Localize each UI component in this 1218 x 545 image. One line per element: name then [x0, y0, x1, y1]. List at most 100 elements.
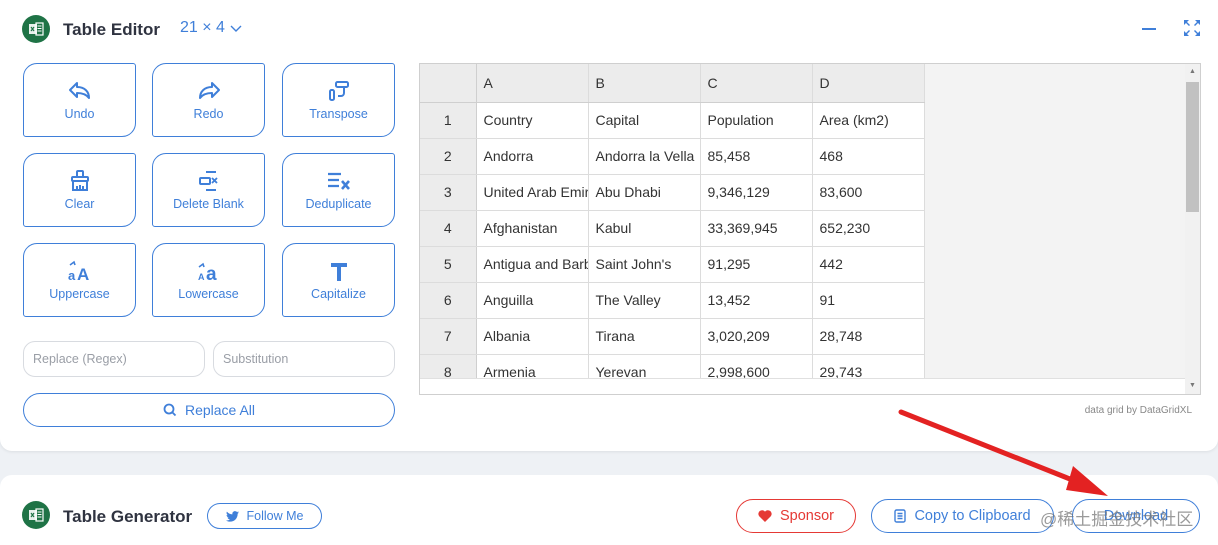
table-size-dropdown[interactable]: 21 × 4 [180, 19, 243, 37]
grid-cell[interactable]: Population [700, 102, 813, 139]
grid-cell[interactable]: 28,748 [812, 318, 925, 355]
grid-cell[interactable]: Antigua and Barbuda [476, 246, 589, 283]
transpose-button[interactable]: Transpose [282, 63, 395, 137]
delete-blank-button[interactable]: Delete Blank [152, 153, 265, 227]
table-size-label: 21 × 4 [180, 19, 225, 36]
table-row: 4 Afghanistan Kabul 33,369,945 652,230 [420, 210, 925, 247]
grid-cell[interactable]: Yerevan [588, 354, 701, 381]
follow-me-button[interactable]: Follow Me [207, 503, 322, 529]
grid-cell[interactable]: Armenia [476, 354, 589, 381]
chevron-down-icon [230, 25, 242, 32]
copy-to-clipboard-label: Copy to Clipboard [914, 508, 1031, 524]
uppercase-label: Uppercase [49, 287, 110, 301]
grid-cell[interactable]: Saint John's [588, 246, 701, 283]
twitter-icon [225, 510, 239, 522]
capitalize-icon [326, 259, 352, 283]
row-header[interactable]: 4 [420, 210, 477, 247]
grid-cell[interactable]: 2,998,600 [700, 354, 813, 381]
svg-text:A: A [77, 265, 89, 283]
excel-logo-icon [22, 15, 50, 43]
replace-regex-input[interactable] [23, 341, 205, 377]
table-row: 1 Country Capital Population Area (km2) [420, 102, 925, 139]
minimize-button[interactable] [1139, 18, 1159, 38]
grid-cell[interactable]: Andorra la Vella [588, 138, 701, 175]
grid-cell[interactable]: 652,230 [812, 210, 925, 247]
follow-me-label: Follow Me [246, 509, 304, 523]
grid-table: A B C D 1 Country Capital Population Are… [420, 64, 925, 381]
grid-cell[interactable]: The Valley [588, 282, 701, 319]
grid-cell[interactable]: Capital [588, 102, 701, 139]
grid-cell[interactable]: Albania [476, 318, 589, 355]
row-header[interactable]: 7 [420, 318, 477, 355]
undo-icon [67, 79, 93, 103]
clipboard-icon [894, 509, 907, 523]
grid-cell[interactable]: 85,458 [700, 138, 813, 175]
excel-logo-icon [22, 501, 50, 529]
capitalize-button[interactable]: Capitalize [282, 243, 395, 317]
column-header-d[interactable]: D [812, 64, 925, 103]
grid-cell[interactable]: 91 [812, 282, 925, 319]
redo-button[interactable]: Redo [152, 63, 265, 137]
clear-button[interactable]: Clear [23, 153, 136, 227]
table-row: 5 Antigua and Barbuda Saint John's 91,29… [420, 246, 925, 283]
grid-cell[interactable]: 9,346,129 [700, 174, 813, 211]
row-header[interactable]: 2 [420, 138, 477, 175]
column-header-a[interactable]: A [476, 64, 589, 103]
scroll-down-arrow-icon[interactable]: ▼ [1189, 382, 1196, 389]
grid-cell[interactable]: 442 [812, 246, 925, 283]
deduplicate-icon [326, 169, 352, 193]
page-title: Table Editor [63, 20, 160, 39]
svg-text:A: A [198, 272, 205, 282]
undo-label: Undo [64, 107, 95, 121]
vertical-scrollbar[interactable]: ▲ ▼ [1185, 64, 1200, 394]
fullscreen-button[interactable] [1182, 18, 1202, 38]
replace-all-button[interactable]: Replace All [23, 393, 395, 427]
grid-cell[interactable]: 83,600 [812, 174, 925, 211]
transpose-label: Transpose [309, 107, 368, 121]
grid-cell[interactable]: 29,743 [812, 354, 925, 381]
grid-cell[interactable]: 468 [812, 138, 925, 175]
download-label: Download [1103, 508, 1169, 524]
column-header-c[interactable]: C [700, 64, 813, 103]
grid-cell[interactable]: Area (km2) [812, 102, 925, 139]
column-header-b[interactable]: B [588, 64, 701, 103]
grid-cell[interactable]: Kabul [588, 210, 701, 247]
grid-cell[interactable]: 13,452 [700, 282, 813, 319]
row-header[interactable]: 1 [420, 102, 477, 139]
download-button[interactable]: Download [1072, 499, 1200, 533]
lowercase-label: Lowercase [178, 287, 239, 301]
sponsor-button[interactable]: Sponsor [736, 499, 856, 533]
heart-icon [758, 510, 772, 522]
grid-credit[interactable]: data grid by DataGridXL [1084, 405, 1192, 416]
copy-to-clipboard-button[interactable]: Copy to Clipboard [871, 499, 1054, 533]
table-row: 3 United Arab Emirates Abu Dhabi 9,346,1… [420, 174, 925, 211]
horizontal-scrollbar[interactable] [420, 378, 1186, 394]
deduplicate-button[interactable]: Deduplicate [282, 153, 395, 227]
substitution-input[interactable] [213, 341, 395, 377]
row-header[interactable]: 3 [420, 174, 477, 211]
grid-cell[interactable]: 3,020,209 [700, 318, 813, 355]
grid-cell[interactable]: Country [476, 102, 589, 139]
grid-cell[interactable]: Tirana [588, 318, 701, 355]
scroll-up-arrow-icon[interactable]: ▲ [1189, 68, 1196, 75]
row-header[interactable]: 5 [420, 246, 477, 283]
transpose-icon [326, 79, 352, 103]
grid-corner[interactable] [420, 64, 477, 103]
grid-cell[interactable]: 33,369,945 [700, 210, 813, 247]
undo-button[interactable]: Undo [23, 63, 136, 137]
data-grid[interactable]: A B C D 1 Country Capital Population Are… [419, 63, 1201, 395]
table-row: 7 Albania Tirana 3,020,209 28,748 [420, 318, 925, 355]
grid-cell[interactable]: Andorra [476, 138, 589, 175]
grid-cell[interactable]: Abu Dhabi [588, 174, 701, 211]
scrollbar-thumb[interactable] [1186, 82, 1199, 212]
grid-cell[interactable]: United Arab Emirates [476, 174, 589, 211]
grid-cell[interactable]: 91,295 [700, 246, 813, 283]
row-header[interactable]: 8 [420, 354, 477, 381]
grid-cell[interactable]: Anguilla [476, 282, 589, 319]
row-header[interactable]: 6 [420, 282, 477, 319]
grid-cell[interactable]: Afghanistan [476, 210, 589, 247]
